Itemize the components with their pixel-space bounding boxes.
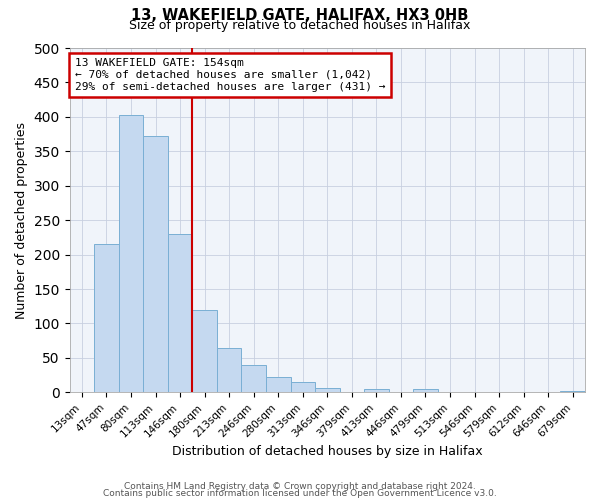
Text: Contains public sector information licensed under the Open Government Licence v3: Contains public sector information licen… [103, 489, 497, 498]
Text: Contains HM Land Registry data © Crown copyright and database right 2024.: Contains HM Land Registry data © Crown c… [124, 482, 476, 491]
Text: 13, WAKEFIELD GATE, HALIFAX, HX3 0HB: 13, WAKEFIELD GATE, HALIFAX, HX3 0HB [131, 8, 469, 22]
Bar [315, 388, 340, 392]
Bar [241, 365, 266, 392]
Bar [217, 348, 241, 393]
Bar [413, 389, 438, 392]
Y-axis label: Number of detached properties: Number of detached properties [15, 122, 28, 318]
Text: Size of property relative to detached houses in Halifax: Size of property relative to detached ho… [130, 18, 470, 32]
Bar [94, 244, 119, 392]
Bar [193, 310, 217, 392]
Bar [290, 382, 315, 392]
Bar [119, 115, 143, 392]
Bar [364, 389, 389, 392]
Text: 13 WAKEFIELD GATE: 154sqm
← 70% of detached houses are smaller (1,042)
29% of se: 13 WAKEFIELD GATE: 154sqm ← 70% of detac… [75, 58, 385, 92]
Bar [266, 377, 290, 392]
Bar [560, 391, 585, 392]
Bar [168, 234, 193, 392]
Bar [143, 136, 168, 392]
X-axis label: Distribution of detached houses by size in Halifax: Distribution of detached houses by size … [172, 444, 482, 458]
